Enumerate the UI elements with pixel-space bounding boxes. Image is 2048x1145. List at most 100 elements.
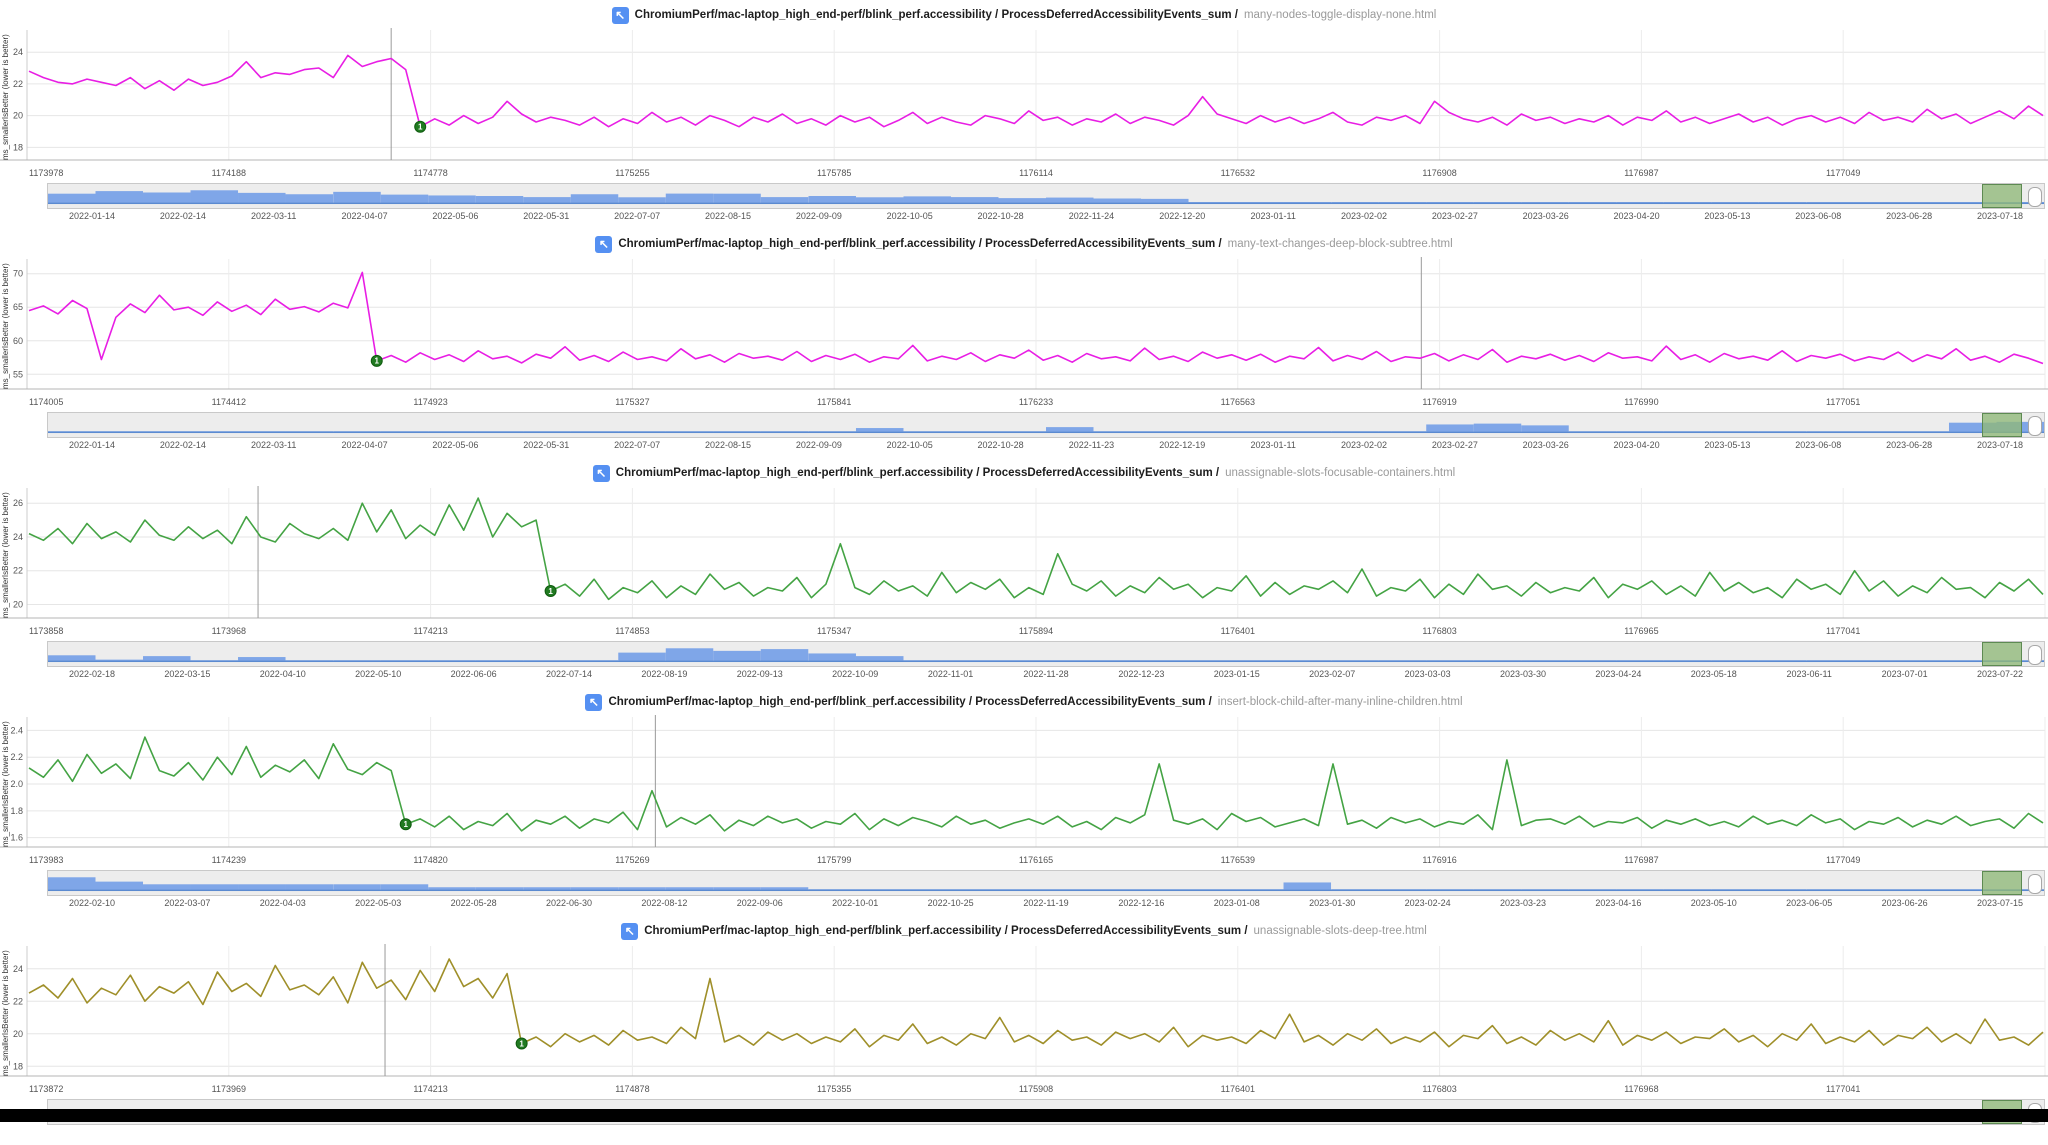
chart-title: ChromiumPerf/mac-laptop_high_end-perf/bl… bbox=[644, 925, 1248, 937]
y-tick-label: 20 bbox=[13, 111, 23, 121]
date-tick-label: 2022-01-14 bbox=[68, 211, 116, 221]
range-selection[interactable] bbox=[1982, 184, 2023, 208]
arrow-up-left-icon: ↖ bbox=[615, 8, 626, 22]
anomaly-marker[interactable] bbox=[544, 584, 557, 597]
range-selection[interactable] bbox=[1982, 413, 2023, 437]
x-tick-label: 1176990 bbox=[1624, 397, 1659, 407]
date-tick-label: 2022-10-28 bbox=[977, 440, 1024, 450]
range-handle[interactable] bbox=[2028, 874, 2042, 894]
anomaly-marker-label: 1 bbox=[519, 1039, 524, 1048]
series-line bbox=[28, 497, 2044, 601]
x-tick-label: 1176401 bbox=[1220, 626, 1255, 636]
x-axis-revisions: 1173978 1174188 1174778 1175255 1175785 11761… bbox=[0, 168, 2048, 179]
range-handle[interactable] bbox=[2028, 645, 2042, 665]
y-tick-label: 2.0 bbox=[10, 779, 23, 789]
y-tick-label: 24 bbox=[13, 964, 23, 974]
range-selector[interactable] bbox=[47, 183, 2045, 209]
y-tick-label: 24 bbox=[13, 532, 23, 542]
main-chart[interactable]: 18 20 22 24 1 bbox=[0, 26, 2048, 168]
anomaly-marker[interactable] bbox=[370, 354, 383, 367]
main-chart[interactable]: 18 20 22 24 1 bbox=[0, 942, 2048, 1084]
perf-chart-panel: ↖ ChromiumPerf/mac-laptop_high_end-perf/… bbox=[0, 458, 2048, 687]
chart-title: ChromiumPerf/mac-laptop_high_end-perf/bl… bbox=[634, 9, 1238, 21]
date-tick-label: 2022-11-01 bbox=[927, 669, 974, 679]
range-selection[interactable] bbox=[1982, 871, 2023, 895]
range-handle[interactable] bbox=[2028, 187, 2042, 207]
main-chart-area[interactable]: ms_smallerIsBetter (lower is better) 1.6… bbox=[0, 713, 2048, 855]
chart-test-name[interactable]: many-text-changes-deep-block-subtree.htm… bbox=[1227, 238, 1453, 250]
x-tick-label: 1173969 bbox=[211, 1084, 246, 1094]
date-tick-label: 2023-01-11 bbox=[1250, 211, 1296, 221]
chart-test-name[interactable]: unassignable-slots-focusable-containers.… bbox=[1225, 467, 1456, 479]
chart-test-name[interactable]: many-nodes-toggle-display-none.html bbox=[1243, 9, 1437, 21]
open-chart-icon[interactable]: ↖ bbox=[592, 464, 610, 482]
date-tick-label: 2023-07-22 bbox=[1976, 669, 2024, 679]
date-tick-label: 2022-05-03 bbox=[355, 898, 402, 908]
series-line bbox=[28, 271, 2044, 365]
date-tick-label: 2023-05-18 bbox=[1690, 669, 1737, 679]
chart-title-row: ↖ ChromiumPerf/mac-laptop_high_end-perf/… bbox=[0, 687, 2048, 713]
chart-test-name[interactable]: insert-block-child-after-many-inline-chi… bbox=[1217, 696, 1463, 708]
date-tick-label: 2023-06-08 bbox=[1795, 211, 1842, 221]
main-chart[interactable]: 20 22 24 26 1 bbox=[0, 484, 2048, 626]
minimap-chart bbox=[48, 190, 2044, 205]
x-tick-label: 1177051 bbox=[1826, 397, 1861, 407]
x-tick-label: 1176987 bbox=[1624, 855, 1659, 865]
range-selector[interactable] bbox=[47, 641, 2045, 667]
date-tick-label: 2022-11-19 bbox=[1023, 898, 1069, 908]
y-tick-label: 20 bbox=[13, 1029, 23, 1039]
date-tick-label: 2022-01-14 bbox=[68, 440, 116, 450]
date-tick-label: 2022-10-05 bbox=[886, 440, 933, 450]
range-handle[interactable] bbox=[2028, 416, 2042, 436]
range-selector[interactable] bbox=[47, 870, 2045, 896]
perf-chart-panel: ↖ ChromiumPerf/mac-laptop_high_end-perf/… bbox=[0, 229, 2048, 458]
x-tick-label: 1176916 bbox=[1422, 855, 1457, 865]
arrow-up-left-icon: ↖ bbox=[596, 466, 607, 480]
date-tick-label: 2023-06-08 bbox=[1795, 440, 1842, 450]
open-chart-icon[interactable]: ↖ bbox=[585, 693, 603, 711]
main-chart[interactable]: 1.6 1.8 2.0 2.2 2.4 1 bbox=[0, 713, 2048, 855]
chart-test-name[interactable]: unassignable-slots-deep-tree.html bbox=[1253, 925, 1427, 937]
main-chart-area[interactable]: ms_smallerIsBetter (lower is better) 55 6… bbox=[0, 255, 2048, 397]
main-chart-area[interactable]: ms_smallerIsBetter (lower is better) 20 2… bbox=[0, 484, 2048, 626]
x-tick-label: 1174213 bbox=[413, 626, 448, 636]
x-tick-label: 1177049 bbox=[1826, 168, 1861, 178]
x-tick-label: 1176233 bbox=[1018, 397, 1054, 407]
anomaly-marker[interactable] bbox=[399, 818, 412, 831]
range-selector[interactable] bbox=[47, 412, 2045, 438]
date-tick-label: 2022-08-15 bbox=[704, 211, 752, 221]
date-tick-label: 2023-02-07 bbox=[1309, 669, 1356, 679]
x-axis-revisions: 1173983 1174239 1174820 1175269 1175799 11761… bbox=[0, 855, 2048, 866]
x-tick-label: 1175894 bbox=[1018, 626, 1054, 636]
date-tick-label: 2022-04-07 bbox=[341, 440, 388, 450]
date-tick-label: 2022-09-06 bbox=[736, 898, 783, 908]
date-tick-label: 2022-07-07 bbox=[614, 211, 661, 221]
open-chart-icon[interactable]: ↖ bbox=[621, 922, 639, 940]
date-tick-label: 2023-07-15 bbox=[1976, 898, 2024, 908]
y-tick-label: 65 bbox=[13, 302, 23, 312]
open-chart-icon[interactable]: ↖ bbox=[611, 6, 629, 24]
main-chart-area[interactable]: ms_smallerIsBetter (lower is better) 18 2… bbox=[0, 942, 2048, 1084]
date-tick-label: 2022-11-28 bbox=[1023, 669, 1069, 679]
minimap-chart bbox=[48, 648, 2044, 663]
bottom-black-bar bbox=[0, 1109, 2048, 1122]
range-selection[interactable] bbox=[1982, 642, 2023, 666]
x-tick-label: 1176803 bbox=[1422, 1084, 1457, 1094]
anomaly-marker[interactable] bbox=[414, 120, 427, 133]
perf-chart-panel: ↖ ChromiumPerf/mac-laptop_high_end-perf/… bbox=[0, 0, 2048, 229]
open-chart-icon[interactable]: ↖ bbox=[595, 235, 613, 253]
minimap-chart bbox=[48, 421, 2044, 434]
chart-title: ChromiumPerf/mac-laptop_high_end-perf/bl… bbox=[608, 696, 1212, 708]
date-axis: 2022-01-14 2022-02-14 2022-03-11 2022-04-07… bbox=[47, 211, 2048, 222]
x-tick-label: 1176165 bbox=[1018, 855, 1054, 865]
y-tick-label: 22 bbox=[13, 79, 23, 89]
main-chart-area[interactable]: ms_smallerIsBetter (lower is better) 18 2… bbox=[0, 26, 2048, 168]
x-axis-revisions: 1173858 1173968 1174213 1174853 1175347 11758… bbox=[0, 626, 2048, 637]
x-tick-label: 1174923 bbox=[413, 397, 448, 407]
y-tick-label: 55 bbox=[13, 369, 23, 379]
anomaly-marker[interactable] bbox=[515, 1037, 528, 1050]
y-tick-label: 60 bbox=[13, 336, 23, 346]
main-chart[interactable]: 55 60 65 70 1 bbox=[0, 255, 2048, 397]
arrow-up-left-icon: ↖ bbox=[598, 237, 609, 251]
minimap-chart bbox=[48, 877, 2044, 892]
